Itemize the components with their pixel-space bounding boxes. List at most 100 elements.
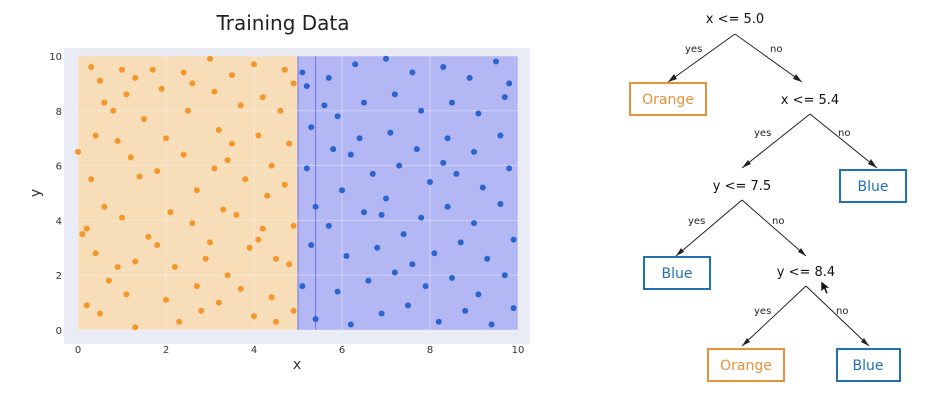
orange-data-point xyxy=(255,132,262,139)
orange-data-point xyxy=(189,220,196,227)
orange-data-point xyxy=(251,313,257,320)
tree-node-y-8-4: y <= 8.4 xyxy=(777,265,835,280)
orange-data-point xyxy=(185,107,191,114)
leaf-blue-left: Blue xyxy=(643,256,711,290)
orange-data-point xyxy=(189,80,196,87)
data-points xyxy=(75,55,517,331)
orange-data-point xyxy=(88,63,95,70)
orange-decision-region xyxy=(78,56,298,330)
y-axis-ticks: 0 2 4 6 8 10 xyxy=(49,52,62,337)
orange-data-point xyxy=(229,72,235,79)
blue-data-point xyxy=(462,307,469,314)
tree-node-y-7-5: y <= 7.5 xyxy=(713,179,771,194)
orange-data-point xyxy=(259,225,266,232)
arrowhead xyxy=(793,74,802,82)
orange-data-point xyxy=(119,214,125,221)
orange-data-point xyxy=(290,307,297,314)
tree-edge-root-yes xyxy=(667,33,736,83)
blue-data-point xyxy=(312,316,319,323)
x-tick-label: 10 xyxy=(512,345,525,356)
mouse-cursor-icon xyxy=(820,280,831,295)
tree-node-root: x <= 5.0 xyxy=(706,12,764,27)
orange-data-point xyxy=(268,294,275,301)
edge-label-yes: yes xyxy=(754,306,771,317)
x-tick-label: 0 xyxy=(75,345,81,356)
blue-data-point xyxy=(427,179,433,186)
blue-data-point xyxy=(347,151,354,158)
orange-data-point xyxy=(211,88,218,95)
edge-label-yes: yes xyxy=(685,44,702,55)
x-axis-ticks: 0 2 4 6 8 10 xyxy=(75,345,525,356)
blue-data-point xyxy=(418,214,425,221)
orange-data-point xyxy=(123,291,130,298)
orange-data-point xyxy=(255,236,262,243)
tree-edge-node2-no xyxy=(809,113,878,169)
tree-edge-node4-yes xyxy=(741,285,807,347)
tree-edge-node3-yes xyxy=(675,199,743,257)
edge-label-no: no xyxy=(772,216,784,227)
grid-lines xyxy=(77,55,519,331)
orange-data-point xyxy=(119,66,125,73)
arrowhead xyxy=(861,338,869,346)
orange-data-point xyxy=(237,102,244,109)
blue-data-point xyxy=(339,187,345,194)
edge-label-no: no xyxy=(838,128,850,139)
blue-data-point xyxy=(444,135,451,142)
orange-data-point xyxy=(83,225,90,232)
blue-data-point xyxy=(347,321,354,328)
orange-data-point xyxy=(167,209,174,216)
blue-data-point xyxy=(374,244,381,251)
blue-data-point xyxy=(457,239,464,246)
svg-text:Blue: Blue xyxy=(853,358,884,374)
blue-data-point xyxy=(453,170,460,177)
blue-data-point xyxy=(383,195,389,202)
x-axis-label: x xyxy=(293,357,301,373)
orange-data-point xyxy=(92,132,99,139)
arrowhead xyxy=(798,248,806,256)
x-tick-label: 4 xyxy=(251,345,257,356)
blue-data-point xyxy=(365,277,372,284)
blue-data-point xyxy=(444,203,451,210)
tree-edge-node2-yes xyxy=(741,113,811,169)
orange-data-point xyxy=(141,116,147,123)
orange-data-point xyxy=(273,255,279,262)
tree-node-x-5-4: x <= 5.4 xyxy=(781,93,839,108)
orange-data-point xyxy=(237,285,244,292)
blue-data-point xyxy=(330,146,337,153)
blue-data-point xyxy=(308,124,315,131)
orange-data-point xyxy=(193,283,200,290)
blue-data-point xyxy=(440,159,447,166)
x-tick-label: 6 xyxy=(339,345,345,356)
orange-data-point xyxy=(114,263,121,270)
orange-data-point xyxy=(75,148,81,155)
blue-data-point xyxy=(391,269,398,276)
orange-data-point xyxy=(145,233,152,240)
leaf-blue-right: Blue xyxy=(839,169,907,203)
blue-data-point xyxy=(308,242,315,249)
orange-data-point xyxy=(251,61,257,68)
blue-data-point xyxy=(387,129,394,136)
orange-data-point xyxy=(193,187,200,194)
blue-data-point xyxy=(325,74,332,81)
orange-data-point xyxy=(286,140,293,147)
orange-data-point xyxy=(154,168,161,175)
orange-data-point xyxy=(136,173,143,180)
orange-data-point xyxy=(149,66,156,73)
blue-data-point xyxy=(435,318,442,325)
blue-data-point xyxy=(488,321,495,328)
blue-data-point xyxy=(475,291,482,298)
blue-data-point xyxy=(501,94,508,101)
orange-data-point xyxy=(198,307,205,314)
orange-data-point xyxy=(123,91,130,98)
blue-data-point xyxy=(501,272,508,279)
arrowhead xyxy=(742,338,750,346)
orange-data-point xyxy=(246,244,253,251)
edge-label-no: no xyxy=(770,44,782,55)
blue-data-point xyxy=(396,162,403,169)
blue-data-point xyxy=(413,146,420,153)
scatter-plot: 0 2 4 6 8 10 0 2 4 6 8 10 x y xyxy=(28,48,530,373)
blue-data-point xyxy=(334,113,341,120)
blue-data-point xyxy=(303,165,310,172)
arrowhead xyxy=(868,159,877,168)
blue-data-point xyxy=(475,110,482,117)
